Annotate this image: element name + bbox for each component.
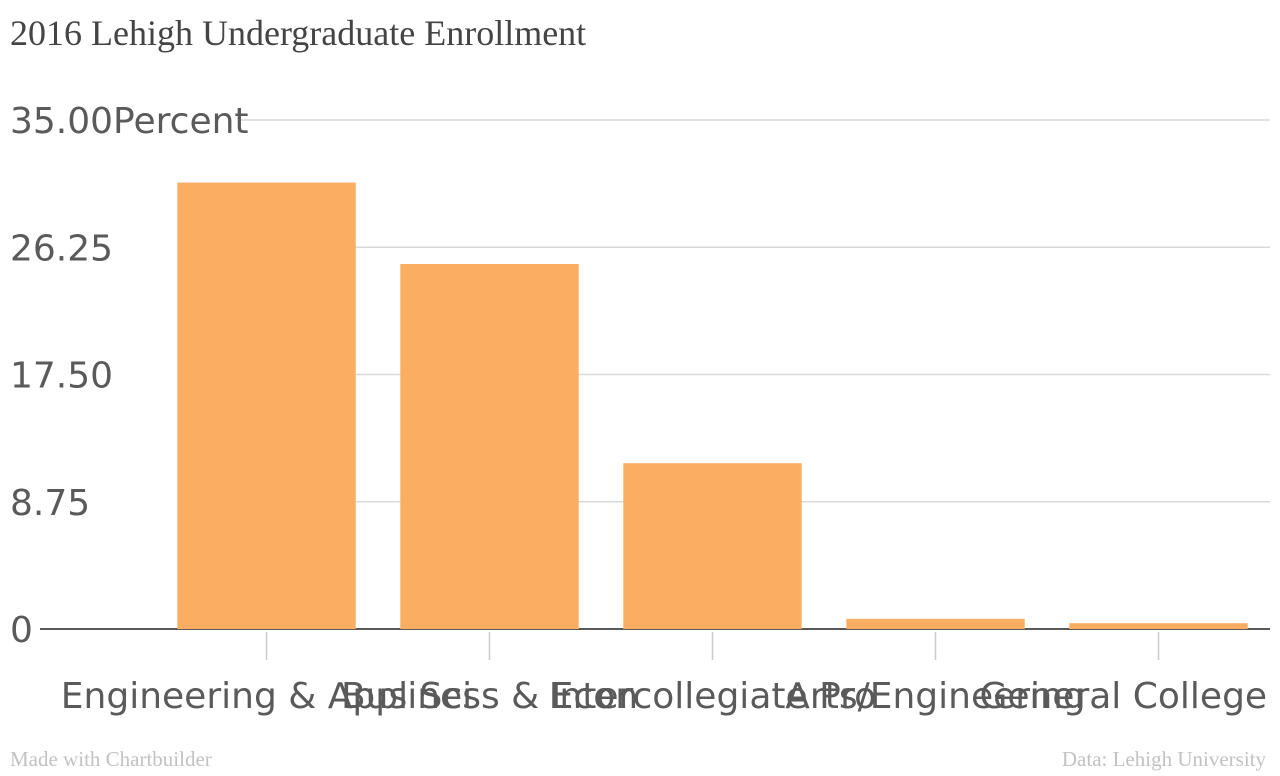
bar (177, 182, 356, 629)
bars (177, 182, 1248, 629)
chartbuilder-credit: Made with Chartbuilder (10, 747, 212, 771)
y-tick-label: 35.00Percent (10, 101, 249, 142)
y-tick-label: 0 (10, 610, 33, 651)
bar (1069, 623, 1248, 629)
x-tick-label: Business & Econ (341, 676, 638, 717)
chart-title: 2016 Lehigh Undergraduate Enrollment (10, 13, 587, 53)
y-tick-label: 26.25 (10, 228, 113, 269)
y-axis-tick-labels: 0 8.75 17.50 26.25 35.00Percent (10, 101, 249, 651)
x-tick-label: Engineering & Appl Sci (61, 676, 472, 717)
bar (846, 618, 1025, 629)
y-tick-label: 17.50 (10, 356, 113, 397)
bar (623, 463, 802, 629)
y-tick-label: 8.75 (10, 483, 90, 524)
x-tick-label: Arts/Engineering (785, 676, 1085, 717)
x-tick-label: General College Div (979, 676, 1280, 717)
data-source: Data: Lehigh University (1061, 747, 1266, 771)
x-tick-label: Intercollegiate Pro (549, 676, 876, 717)
bar (400, 263, 579, 629)
